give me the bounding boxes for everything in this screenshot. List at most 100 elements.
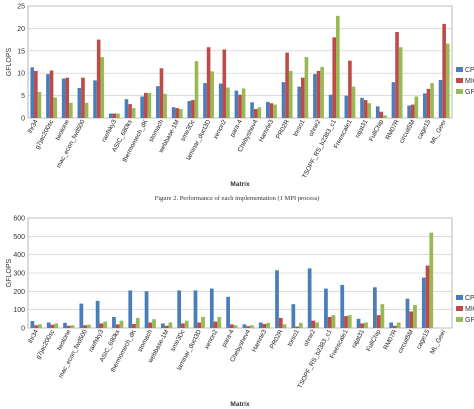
legend-swatch-gpu xyxy=(456,317,463,322)
bar-mic xyxy=(148,322,153,328)
bar-cpu xyxy=(258,322,263,328)
bar-gpu xyxy=(331,315,336,328)
bar-mic xyxy=(262,323,267,328)
y-tick-label: 0 xyxy=(21,116,25,123)
y-tick-label: 25 xyxy=(17,4,25,11)
x-category-label: TSOPF_RS_b2383_c1 xyxy=(301,118,338,179)
bar-cpu xyxy=(46,322,51,328)
bar-gpu xyxy=(266,322,271,328)
x-category-label: TSOPF_RS_b2383_c1 xyxy=(297,328,334,389)
x-category-label: FullChip xyxy=(365,328,382,352)
chart-figure-1: 0 5 10 15 20 25 GFLOPS lhr34 g7jac200sc twotone ma… xyxy=(0,0,474,195)
bar-cpu xyxy=(356,318,361,328)
x-category-label: ohne2 xyxy=(303,328,318,347)
bar-mic xyxy=(49,70,54,118)
x-category-label: torso1 xyxy=(292,118,307,137)
bar-gpu xyxy=(226,87,230,118)
bar-mic xyxy=(379,111,384,118)
x-category-label: FullChip xyxy=(368,118,385,142)
bar-cpu xyxy=(46,74,50,118)
bar-gpu xyxy=(210,71,215,118)
legend-swatch-gpu xyxy=(456,89,463,94)
y-tick-label: 0 xyxy=(21,326,25,333)
x-category-label: circuit5M xyxy=(397,329,415,355)
x-category-label: twotone xyxy=(54,118,71,141)
bar-cpu xyxy=(63,322,67,328)
bar-cpu xyxy=(291,304,296,328)
bar-gpu xyxy=(201,317,205,328)
bar-cpu xyxy=(140,96,144,118)
x-category-label: raefsky3 xyxy=(88,328,106,353)
bar-mic xyxy=(409,311,414,328)
legend-entry: MIC xyxy=(465,78,474,85)
bar-mic xyxy=(311,320,316,328)
bar-cpu xyxy=(193,290,198,328)
x-category-label: RM07R xyxy=(384,118,401,141)
bar-mic xyxy=(181,323,185,328)
bar-mic xyxy=(442,23,446,119)
chart-2-svg: 0100200300400500600GFLOPSlhr34g7jac200sc… xyxy=(6,216,474,409)
bar-mic xyxy=(66,325,71,328)
bar-cpu xyxy=(250,102,254,118)
bar-gpu xyxy=(380,304,385,328)
bar-gpu xyxy=(398,47,403,118)
y-tick-label: 300 xyxy=(13,271,25,278)
bar-mic xyxy=(348,60,352,118)
bar-gpu xyxy=(178,109,183,118)
bar-mic xyxy=(393,325,397,328)
bar-cpu xyxy=(344,95,349,118)
x-category-label: xenon2 xyxy=(203,328,219,350)
bar-gpu xyxy=(194,61,199,118)
bar-mic xyxy=(278,317,283,328)
bar-mic xyxy=(81,77,85,118)
bar-cpu xyxy=(171,107,176,118)
legend-entry: GPU xyxy=(465,317,474,324)
bar-mic xyxy=(253,109,258,118)
bar-mic xyxy=(96,39,101,118)
bar-mic xyxy=(238,94,242,118)
bar-mic xyxy=(65,77,70,118)
bar-gpu xyxy=(347,315,352,328)
bar-mic xyxy=(50,324,55,328)
legend-entry: MIC xyxy=(465,306,474,313)
bar-mic xyxy=(360,323,365,328)
bar-gpu xyxy=(70,325,75,328)
y-tick-label: 500 xyxy=(13,234,25,241)
legend-entry: CPU xyxy=(465,67,474,74)
x-category-label: ohne2 xyxy=(308,118,323,137)
bar-gpu xyxy=(257,107,262,118)
bar-gpu xyxy=(250,325,254,328)
x-category-label: rajat31 xyxy=(351,328,367,349)
bar-gpu xyxy=(168,322,173,328)
bar-gpu xyxy=(298,322,303,328)
bar-cpu xyxy=(389,322,394,328)
bar-cpu xyxy=(275,270,279,328)
bar-mic xyxy=(269,103,274,118)
bar-cpu xyxy=(405,298,410,328)
bar-gpu xyxy=(364,322,368,328)
x-category-label: circuit5M xyxy=(398,119,416,145)
bar-mic xyxy=(128,104,132,118)
y-axis-label: GFLOPS xyxy=(6,258,13,287)
bar-cpu xyxy=(93,80,97,118)
x-category-label: cage15 xyxy=(416,118,432,140)
y-tick-label: 20 xyxy=(17,26,25,33)
x-category-label: para-4 xyxy=(229,118,244,138)
bar-gpu xyxy=(351,86,356,118)
bar-mic xyxy=(132,323,136,328)
bar-mic xyxy=(34,70,38,118)
bar-gpu xyxy=(367,103,372,118)
x-category-label: para-4 xyxy=(221,328,236,348)
bar-cpu xyxy=(242,324,247,328)
bar-gpu xyxy=(445,43,450,118)
y-tick-label: 5 xyxy=(21,93,25,100)
bar-mic xyxy=(426,88,431,118)
bar-cpu xyxy=(438,79,443,118)
bar-cpu xyxy=(328,94,333,118)
bar-gpu xyxy=(288,70,293,118)
bar-gpu xyxy=(430,83,434,118)
bar-mic xyxy=(175,108,179,118)
chart-figure-2: 0 100 200 300 400 500 600 GFLOPS lhr34 g7jac200sc… xyxy=(0,207,474,409)
bar-gpu xyxy=(241,88,246,118)
